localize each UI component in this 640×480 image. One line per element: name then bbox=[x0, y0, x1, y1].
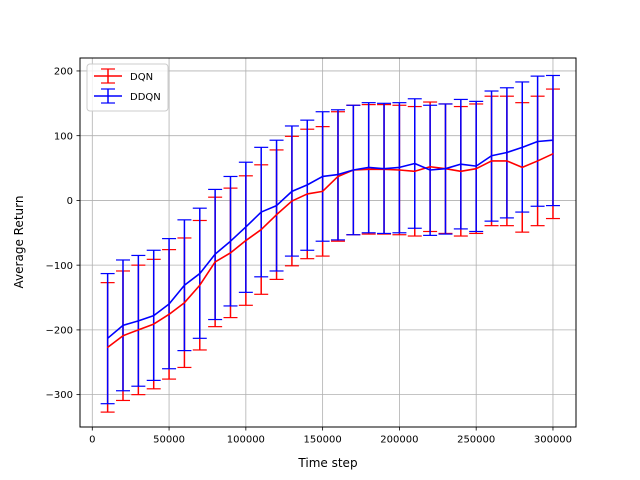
ddqn-point bbox=[137, 320, 139, 322]
ddqn-point bbox=[537, 140, 539, 143]
dqn-point bbox=[137, 329, 139, 331]
dqn-point bbox=[537, 160, 539, 162]
ddqn-point bbox=[490, 155, 493, 157]
dqn-point bbox=[322, 190, 324, 192]
ddqn-point bbox=[199, 272, 201, 275]
dqn-point bbox=[306, 193, 308, 195]
dqn-point bbox=[414, 170, 416, 172]
ddqn-point bbox=[475, 165, 477, 167]
ddqn-point bbox=[291, 190, 293, 192]
ddqn-point bbox=[122, 324, 124, 326]
dqn-point bbox=[229, 252, 232, 254]
dqn-point bbox=[368, 168, 370, 170]
plot-frame bbox=[79, 57, 577, 428]
dqn-point bbox=[429, 166, 431, 168]
y-tick-label: −100 bbox=[46, 261, 73, 272]
dqn-point bbox=[337, 175, 339, 178]
dqn-point bbox=[260, 228, 262, 231]
ddqn-point bbox=[506, 151, 508, 154]
ddqn-point bbox=[275, 205, 278, 207]
dqn-point bbox=[153, 323, 155, 325]
dqn-point bbox=[199, 284, 201, 286]
dqn-point bbox=[122, 335, 124, 337]
dqn-point bbox=[183, 302, 186, 304]
ddqn-point bbox=[521, 146, 523, 148]
dqn-point bbox=[245, 239, 247, 242]
x-tick-label: 250000 bbox=[457, 435, 495, 446]
dqn-point bbox=[475, 168, 477, 170]
dqn-point bbox=[460, 170, 462, 172]
ddqn-point bbox=[552, 139, 554, 141]
dqn-line bbox=[107, 153, 554, 349]
ddqn-point bbox=[168, 303, 170, 305]
ddqn-point bbox=[153, 315, 155, 317]
y-tick-label: −200 bbox=[46, 325, 73, 336]
dqn-point bbox=[107, 346, 109, 348]
ddqn-point bbox=[260, 211, 262, 213]
x-tick-label: 100000 bbox=[227, 435, 265, 446]
dqn-point bbox=[398, 169, 401, 171]
ddqn-point bbox=[352, 169, 354, 171]
x-tick-label: 50000 bbox=[153, 435, 185, 446]
dqn-point bbox=[506, 160, 508, 162]
x-tick-label: 0 bbox=[89, 435, 95, 446]
y-tick-label: −300 bbox=[46, 390, 73, 401]
ddqn-point bbox=[429, 169, 431, 171]
ddqn-point bbox=[214, 253, 216, 255]
ddqn-point bbox=[337, 173, 339, 176]
ddqn-point bbox=[183, 284, 186, 286]
x-tick-label: 150000 bbox=[304, 435, 342, 446]
dqn-point bbox=[552, 153, 554, 155]
series-lines bbox=[107, 139, 554, 349]
x-tick-label: 300000 bbox=[534, 435, 572, 446]
ddqn-point bbox=[444, 168, 447, 170]
ddqn-point bbox=[398, 166, 401, 169]
ddqn-point bbox=[383, 168, 385, 170]
x-axis: 0 50000 100000 150000 200000 250000 300000 bbox=[89, 427, 572, 446]
x-axis-label: Time step bbox=[297, 456, 357, 470]
y-tick-label: 0 bbox=[67, 196, 73, 207]
legend: DQN DDQN bbox=[86, 63, 169, 112]
ddqn-line bbox=[107, 139, 554, 339]
dqn-point bbox=[490, 160, 493, 162]
ddqn-point bbox=[107, 337, 109, 339]
ddqn-point bbox=[322, 175, 324, 178]
ddqn-point bbox=[229, 240, 232, 242]
ddqn-point bbox=[368, 166, 370, 169]
ddqn-point bbox=[414, 162, 416, 165]
dqn-point bbox=[291, 200, 293, 202]
legend-box bbox=[86, 63, 169, 112]
dqn-point bbox=[168, 313, 170, 315]
y-axis: −300 −200 −100 0 100 200 bbox=[46, 67, 80, 401]
dqn-point bbox=[521, 166, 523, 169]
legend-ddqn-label: DDQN bbox=[130, 92, 161, 103]
ddqn-point bbox=[245, 226, 247, 228]
y-axis-label: Average Return bbox=[12, 196, 26, 289]
ddqn-point bbox=[460, 163, 462, 165]
dqn-point bbox=[214, 261, 216, 263]
x-tick-label: 200000 bbox=[380, 435, 418, 446]
legend-dqn-label: DQN bbox=[130, 72, 153, 83]
dqn-point bbox=[275, 214, 278, 216]
y-tick-label: 100 bbox=[54, 131, 73, 142]
ddqn-point bbox=[306, 184, 308, 186]
y-tick-label: 200 bbox=[54, 67, 73, 78]
